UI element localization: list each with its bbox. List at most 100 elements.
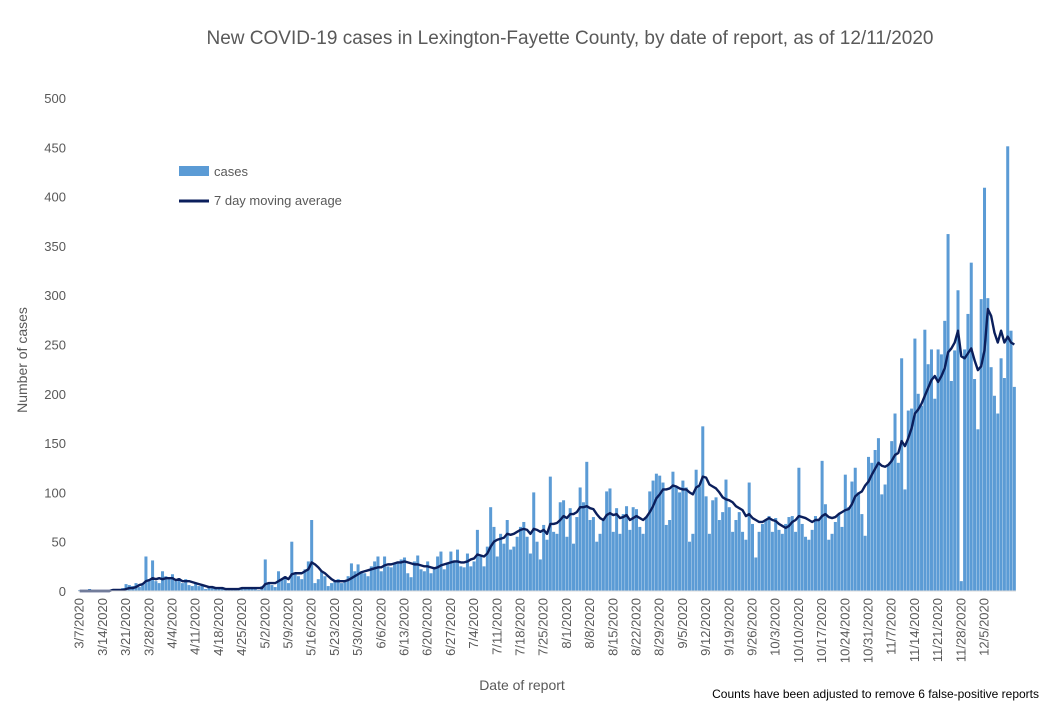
case-bar xyxy=(595,541,599,591)
case-bar xyxy=(512,546,516,591)
case-bar xyxy=(293,573,297,591)
case-bar xyxy=(969,262,973,591)
case-bar xyxy=(754,557,758,591)
case-bar xyxy=(164,576,168,591)
case-bar xyxy=(472,561,476,591)
y-tick-label: 100 xyxy=(44,485,66,500)
x-tick-label: 12/5/2020 xyxy=(977,598,992,656)
legend: cases 7 day moving average xyxy=(179,164,342,208)
case-bar xyxy=(797,467,801,591)
case-bar xyxy=(174,581,178,591)
x-tick-label: 7/4/2020 xyxy=(466,598,481,649)
case-bar xyxy=(787,517,791,591)
x-tick-label: 9/26/2020 xyxy=(745,598,760,656)
case-bar xyxy=(568,508,572,591)
case-bar xyxy=(528,553,532,591)
y-tick-label: 150 xyxy=(44,436,66,451)
case-bar xyxy=(701,426,705,591)
case-bar xyxy=(396,561,400,591)
case-bar xyxy=(780,533,784,591)
case-bar xyxy=(890,441,894,591)
case-bar xyxy=(628,529,632,591)
case-bar xyxy=(694,469,698,591)
x-tick-label: 7/11/2020 xyxy=(489,598,504,655)
case-bar xyxy=(270,585,274,591)
case-bar xyxy=(939,354,943,591)
y-tick-label: 350 xyxy=(44,239,66,254)
case-bar xyxy=(442,569,446,591)
case-bar xyxy=(777,529,781,591)
case-bar xyxy=(124,584,128,591)
case-bar xyxy=(409,577,413,591)
y-tick-label: 200 xyxy=(44,387,66,402)
case-bar xyxy=(250,588,254,591)
case-bar xyxy=(465,553,469,591)
x-tick-label: 6/27/2020 xyxy=(443,598,458,656)
case-bar xyxy=(605,491,609,591)
case-bar xyxy=(750,523,754,591)
case-bar xyxy=(999,358,1003,591)
case-bar xyxy=(790,516,794,591)
case-bar xyxy=(691,533,695,591)
case-bar xyxy=(366,576,370,591)
x-axis-tick-labels: 3/7/2020 3/14/2020 3/21/2020 3/28/2020 4/4/2… xyxy=(72,598,992,663)
case-bar xyxy=(989,367,993,591)
case-bar xyxy=(823,504,827,591)
legend-label-cases: cases xyxy=(214,164,248,179)
case-bar xyxy=(393,563,397,591)
case-bar xyxy=(843,474,847,591)
case-bar xyxy=(449,551,453,591)
case-bar xyxy=(979,299,983,591)
case-bar xyxy=(456,549,460,591)
case-bar xyxy=(326,586,330,591)
case-bar xyxy=(996,413,1000,591)
case-bar xyxy=(943,320,947,591)
case-bar xyxy=(857,492,861,591)
x-tick-label: 6/13/2020 xyxy=(396,598,411,656)
case-bar xyxy=(482,566,486,591)
case-bar xyxy=(926,364,930,591)
moving-average-line xyxy=(79,307,1015,593)
case-bar xyxy=(200,585,204,591)
case-bar xyxy=(717,520,721,591)
case-bar xyxy=(992,395,996,591)
x-tick-label: 3/28/2020 xyxy=(141,598,156,656)
case-bar xyxy=(151,560,155,591)
case-bar xyxy=(870,462,874,591)
case-bar xyxy=(469,566,473,591)
case-bar xyxy=(727,507,731,591)
case-bar xyxy=(711,500,715,591)
x-tick-label: 5/16/2020 xyxy=(304,598,319,656)
case-bar xyxy=(154,581,158,591)
y-tick-label: 0 xyxy=(59,584,66,599)
case-bar xyxy=(767,516,771,591)
case-bar xyxy=(369,566,373,591)
case-bar xyxy=(283,576,287,591)
case-bar xyxy=(615,508,619,591)
case-bar xyxy=(267,583,271,591)
x-tick-label: 5/2/2020 xyxy=(257,598,272,649)
x-tick-label: 6/6/2020 xyxy=(373,598,388,649)
case-bar xyxy=(542,524,546,591)
case-bar xyxy=(552,531,556,591)
case-bar xyxy=(581,502,585,591)
case-bar xyxy=(485,546,489,591)
case-bar xyxy=(837,514,841,591)
case-bar xyxy=(535,541,539,591)
x-tick-label: 3/7/2020 xyxy=(72,598,87,649)
x-tick-label: 9/12/2020 xyxy=(698,598,713,656)
case-bar xyxy=(883,484,887,591)
case-bar xyxy=(813,516,817,591)
case-bar xyxy=(253,589,257,591)
case-bar xyxy=(210,588,214,591)
case-bar xyxy=(479,556,483,591)
case-bar xyxy=(518,526,522,591)
case-bar xyxy=(1012,386,1016,591)
y-tick-label: 250 xyxy=(44,338,66,353)
case-bar xyxy=(916,393,920,591)
case-bar xyxy=(621,514,625,591)
case-bar xyxy=(333,581,337,591)
case-bar xyxy=(880,494,884,591)
case-bar xyxy=(714,497,718,591)
